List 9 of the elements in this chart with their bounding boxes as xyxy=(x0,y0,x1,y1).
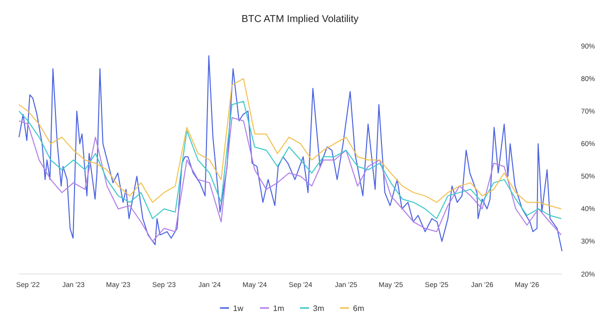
legend-label: 6m xyxy=(353,304,364,313)
line-series xyxy=(18,100,562,220)
chart-title: BTC ATM Implied Volatility xyxy=(241,14,359,25)
legend-label: 1w xyxy=(233,304,244,313)
line-series xyxy=(18,78,562,210)
legend-label: 1m xyxy=(273,304,284,313)
legend-label: 3m xyxy=(313,304,324,313)
line-series xyxy=(18,117,562,242)
line-series xyxy=(18,55,562,252)
